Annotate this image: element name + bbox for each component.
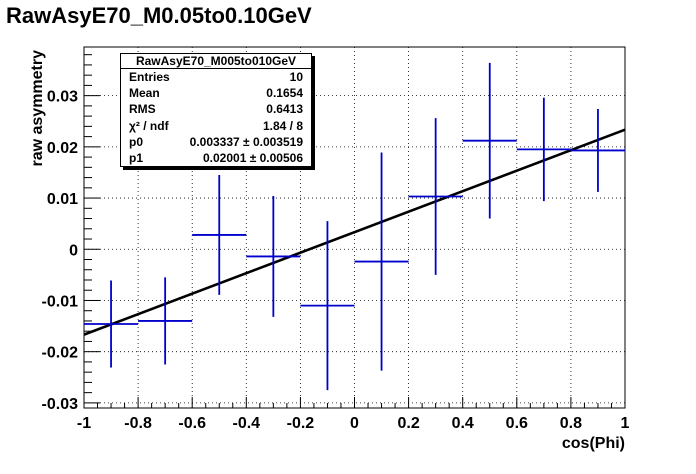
stats-label: RMS — [129, 102, 156, 117]
stats-row-p1: p1 0.02001 ± 0.00506 — [121, 150, 311, 166]
data-point — [516, 97, 571, 202]
stats-value: 0.003337 ± 0.003519 — [189, 134, 303, 149]
stats-row-mean: Mean 0.1654 — [121, 85, 311, 101]
fit-line-layer — [83, 128, 626, 336]
stats-row-chi2: χ² / ndf 1.84 / 8 — [121, 118, 311, 134]
y-tick-label: -0.02 — [42, 345, 79, 362]
stats-row-entries: Entries 10 — [121, 69, 311, 85]
stats-row-rms: RMS 0.6413 — [121, 101, 311, 117]
x-tick-label: 0.4 — [452, 415, 474, 432]
stats-value: 0.1654 — [266, 86, 303, 101]
y-tick-label: -0.01 — [42, 293, 79, 310]
y-tick-label: 0.02 — [47, 140, 78, 157]
x-tick-label: -0.4 — [233, 415, 261, 432]
x-tick-label: 0.6 — [506, 415, 528, 432]
stats-label: p1 — [129, 150, 144, 165]
data-point — [192, 175, 247, 295]
stats-value: 1.84 / 8 — [262, 118, 303, 133]
x-tick-label: 0 — [350, 415, 359, 432]
data-point — [570, 108, 625, 192]
x-tick-label: -0.2 — [287, 415, 315, 432]
stats-label: Mean — [129, 86, 160, 101]
stats-value: 0.6413 — [266, 102, 303, 117]
x-tick-label: -1 — [77, 415, 91, 432]
data-point — [408, 118, 463, 275]
x-axis-ticks: -1 -0.8 -0.6 -0.4 -0.2 0 0.2 0.4 0.6 0.8 1 — [77, 397, 630, 432]
x-axis-label: cos(Phi) — [562, 435, 625, 452]
page-title: RawAsyE70_M0.05to0.10GeV — [6, 3, 312, 28]
stats-box-title: RawAsyE70_M005to010GeV — [121, 54, 311, 69]
y-tick-label: 0.01 — [47, 191, 78, 208]
y-tick-label: 0.03 — [47, 89, 78, 106]
y-tick-label: -0.03 — [42, 396, 79, 413]
stats-box: RawAsyE70_M005to010GeV Entries 10 Mean 0… — [120, 53, 312, 167]
stats-row-p0: p0 0.003337 ± 0.003519 — [121, 134, 311, 150]
stats-value: 10 — [289, 70, 303, 84]
data-points — [84, 62, 625, 391]
y-axis-ticks: -0.03 -0.02 -0.01 0 0.01 0.02 0.03 — [42, 54, 100, 413]
x-tick-label: 0.2 — [397, 415, 419, 432]
y-tick-label: 0 — [69, 242, 78, 259]
x-tick-label: -0.8 — [124, 415, 152, 432]
y-axis-label: raw asymmetry — [29, 50, 46, 167]
data-point — [462, 62, 517, 219]
data-point — [354, 152, 409, 371]
data-point — [138, 277, 193, 365]
stats-value: 0.02001 ± 0.00506 — [202, 150, 303, 165]
data-point — [84, 280, 139, 368]
stats-label: Entries — [129, 70, 170, 84]
data-point — [300, 221, 355, 391]
fit-line — [83, 128, 626, 336]
stats-label: p0 — [129, 134, 144, 149]
x-tick-label: -0.6 — [178, 415, 206, 432]
x-tick-label: 1 — [621, 415, 630, 432]
x-tick-label: 0.8 — [560, 415, 582, 432]
data-point — [246, 196, 301, 317]
stats-label: χ² / ndf — [129, 118, 169, 133]
